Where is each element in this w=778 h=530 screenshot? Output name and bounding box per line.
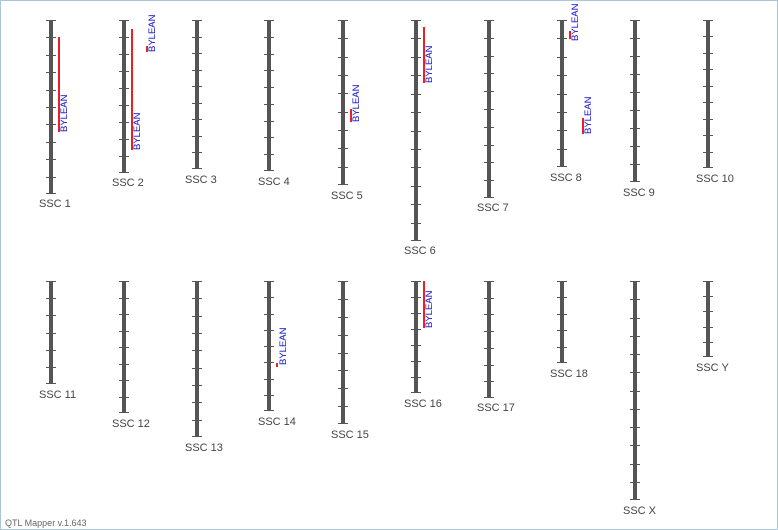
chromosome-bar [706, 20, 710, 168]
chromosome-ssc1: SSC 1 [39, 20, 71, 210]
qtl-q9: BYLEAN [423, 281, 435, 328]
chromosome-ssc4: SSC 4 [258, 20, 290, 188]
qtl-q2: BYLEAN [131, 29, 143, 150]
chromosome-bar [560, 20, 564, 167]
chromosome-label: SSC 10 [696, 173, 734, 185]
qtl-bar [146, 46, 148, 52]
chromosome-label: SSC 18 [550, 368, 588, 380]
chromosome-bar [414, 281, 418, 393]
chromosome-bar [414, 20, 418, 241]
chromosome-ssc13: SSC 13 [185, 281, 223, 454]
chromosome-sscx: SSC X [623, 281, 657, 517]
chromosome-ssc3: SSC 3 [185, 20, 217, 186]
chromosome-ssc12: SSC 12 [112, 281, 150, 430]
qtl-bar [582, 118, 584, 134]
chromosome-label: SSC 13 [185, 442, 223, 454]
chromosome-label: SSC 2 [112, 177, 144, 189]
qtl-bar [423, 27, 425, 83]
chromosome-bar [267, 20, 271, 171]
chromosome-label: SSC 6 [404, 245, 436, 257]
qtl-bar [131, 29, 133, 150]
qtl-q6: BYLEAN [569, 3, 581, 41]
chromosome-label: SSC 7 [477, 202, 509, 214]
chromosome-ssc7: SSC 7 [477, 20, 509, 214]
chromosome-ssc2: SSC 2 [112, 20, 144, 189]
qtl-bar [350, 109, 352, 122]
chromosome-ssc8: SSC 8 [550, 20, 582, 184]
chromosome-ssc10: SSC 10 [696, 20, 734, 185]
chromosome-label: SSC 15 [331, 429, 369, 441]
qtl-label: BYLEAN [147, 14, 158, 52]
chromosome-bar [195, 281, 199, 437]
chromosome-ssc17: SSC 17 [477, 281, 515, 414]
qtl-label: BYLEAN [583, 96, 594, 134]
version-label: QTL Mapper v.1.643 [5, 518, 87, 528]
chromosome-label: SSC Y [696, 362, 729, 374]
chromosome-label: SSC 16 [404, 398, 442, 410]
qtl-bar [58, 37, 60, 132]
qtl-label: BYLEAN [278, 327, 289, 365]
qtl-bar [423, 281, 425, 328]
qtl-q8: BYLEAN [276, 327, 289, 367]
qtl-label: BYLEAN [132, 112, 143, 150]
qtl-label: BYLEAN [351, 84, 362, 122]
qtl-q1: BYLEAN [58, 37, 70, 132]
qtl-q3: BYLEAN [146, 14, 158, 52]
chromosome-label: SSC 5 [331, 190, 363, 202]
qtl-label: BYLEAN [570, 3, 581, 41]
chromosome-label: SSC 17 [477, 402, 515, 414]
chromosome-bar [633, 20, 637, 182]
qtl-label: BYLEAN [424, 45, 435, 83]
chromosome-bar [560, 281, 564, 363]
qtl-q7: BYLEAN [582, 96, 594, 134]
chromosome-label: SSC 14 [258, 416, 296, 428]
chromosome-ssc15: SSC 15 [331, 281, 369, 441]
chromosome-bar [195, 20, 199, 169]
chromosome-label: SSC 4 [258, 176, 290, 188]
chromosome-bar [487, 281, 491, 398]
chromosome-bar [706, 281, 710, 357]
qtl-bar [276, 363, 278, 367]
qtl-bar [569, 31, 571, 39]
chromosome-label: SSC 11 [39, 389, 76, 401]
chromosome-label: SSC 9 [623, 187, 655, 199]
chromosome-label: SSC 12 [112, 418, 150, 430]
chromosome-label: SSC 8 [550, 172, 582, 184]
chromosome-ssc16: SSC 16 [404, 281, 442, 410]
chromosome-ssc5: SSC 5 [331, 20, 363, 202]
chromosome-sscy: SSC Y [696, 281, 729, 374]
chromosome-ssc6: SSC 6 [404, 20, 436, 257]
chromosome-label: SSC X [623, 505, 657, 517]
chromosome-ssc18: SSC 18 [550, 281, 588, 380]
chromosome-bar [49, 281, 53, 384]
chromosome-bar [633, 281, 637, 500]
chromosome-label: SSC 1 [39, 198, 71, 210]
chromosome-bar [341, 20, 345, 185]
chromosome-ssc14: SSC 14 [258, 281, 296, 428]
chromosome-label: SSC 3 [185, 174, 217, 186]
chromosome-bar [341, 281, 345, 424]
chromosome-ssc11: SSC 11 [39, 281, 76, 401]
chromosome-ssc9: SSC 9 [623, 20, 655, 199]
qtl-label: BYLEAN [424, 290, 435, 328]
qtl-q4: BYLEAN [350, 84, 362, 122]
qtl-q5: BYLEAN [423, 27, 435, 83]
chromosome-bar [122, 20, 126, 173]
qtl-label: BYLEAN [59, 94, 70, 132]
